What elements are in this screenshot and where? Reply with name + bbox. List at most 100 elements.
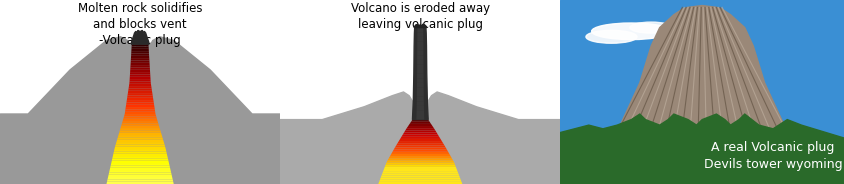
- Polygon shape: [126, 107, 154, 109]
- Polygon shape: [417, 87, 424, 92]
- Polygon shape: [402, 135, 439, 137]
- Ellipse shape: [586, 30, 637, 43]
- Polygon shape: [130, 75, 150, 77]
- Polygon shape: [399, 139, 441, 141]
- Polygon shape: [381, 175, 460, 178]
- Polygon shape: [131, 61, 149, 63]
- Polygon shape: [417, 55, 424, 60]
- Polygon shape: [116, 142, 165, 144]
- Polygon shape: [131, 51, 149, 54]
- Polygon shape: [400, 137, 441, 139]
- Polygon shape: [113, 154, 167, 156]
- Polygon shape: [119, 130, 161, 133]
- Polygon shape: [384, 167, 457, 169]
- Polygon shape: [383, 169, 457, 171]
- Polygon shape: [110, 168, 170, 170]
- Polygon shape: [108, 175, 172, 177]
- Polygon shape: [132, 49, 149, 51]
- Polygon shape: [416, 115, 425, 120]
- Polygon shape: [378, 182, 463, 184]
- Polygon shape: [405, 128, 436, 130]
- Polygon shape: [386, 162, 455, 165]
- Polygon shape: [122, 121, 159, 123]
- Polygon shape: [121, 126, 160, 128]
- Polygon shape: [418, 28, 423, 32]
- Polygon shape: [111, 165, 170, 168]
- Polygon shape: [417, 32, 424, 37]
- Polygon shape: [130, 70, 150, 72]
- Polygon shape: [130, 65, 150, 68]
- Polygon shape: [395, 145, 446, 148]
- Polygon shape: [132, 47, 149, 49]
- Polygon shape: [107, 177, 173, 179]
- Polygon shape: [387, 160, 454, 162]
- Polygon shape: [130, 77, 150, 79]
- Polygon shape: [122, 119, 158, 121]
- Text: Molten rock solidifies
and blocks vent
-Volcanic plug: Molten rock solidifies and blocks vent -…: [78, 2, 203, 47]
- Polygon shape: [131, 30, 149, 44]
- Ellipse shape: [630, 22, 673, 33]
- Polygon shape: [380, 178, 461, 180]
- Polygon shape: [417, 97, 424, 101]
- Polygon shape: [124, 114, 156, 116]
- Polygon shape: [112, 156, 168, 158]
- Polygon shape: [417, 106, 424, 110]
- Polygon shape: [129, 82, 151, 84]
- Polygon shape: [387, 158, 453, 160]
- Polygon shape: [392, 152, 449, 154]
- Polygon shape: [381, 173, 459, 175]
- Polygon shape: [111, 158, 169, 161]
- Polygon shape: [132, 44, 149, 47]
- Polygon shape: [407, 126, 434, 128]
- Polygon shape: [417, 69, 424, 74]
- Text: Volcano is eroded away
leaving volcanic plug: Volcano is eroded away leaving volcanic …: [351, 2, 490, 31]
- Polygon shape: [115, 144, 165, 147]
- Polygon shape: [408, 124, 432, 126]
- Polygon shape: [127, 93, 153, 95]
- Polygon shape: [122, 123, 159, 126]
- Polygon shape: [417, 46, 424, 51]
- Polygon shape: [130, 72, 150, 75]
- Polygon shape: [417, 74, 424, 78]
- Polygon shape: [129, 79, 151, 82]
- Polygon shape: [111, 161, 169, 163]
- Polygon shape: [128, 86, 152, 89]
- Polygon shape: [131, 63, 149, 65]
- Polygon shape: [109, 172, 171, 175]
- Polygon shape: [417, 78, 424, 83]
- Polygon shape: [414, 24, 426, 28]
- Polygon shape: [129, 84, 151, 86]
- Polygon shape: [417, 92, 424, 97]
- Polygon shape: [128, 89, 152, 91]
- Polygon shape: [379, 180, 462, 182]
- Polygon shape: [109, 170, 171, 172]
- Polygon shape: [416, 110, 425, 115]
- Polygon shape: [106, 182, 174, 184]
- Polygon shape: [417, 51, 424, 55]
- Polygon shape: [125, 112, 155, 114]
- Polygon shape: [126, 102, 154, 105]
- Polygon shape: [417, 37, 424, 41]
- Polygon shape: [392, 150, 448, 152]
- Polygon shape: [417, 101, 424, 106]
- Polygon shape: [404, 130, 436, 132]
- Polygon shape: [115, 147, 165, 149]
- Polygon shape: [131, 58, 149, 61]
- Polygon shape: [125, 109, 155, 112]
- Polygon shape: [280, 92, 560, 184]
- Bar: [0, 114, 280, 184]
- Bar: [280, 120, 560, 184]
- Ellipse shape: [592, 23, 671, 40]
- Polygon shape: [393, 148, 447, 150]
- Polygon shape: [417, 41, 424, 46]
- Polygon shape: [417, 83, 424, 87]
- Polygon shape: [118, 133, 162, 135]
- Polygon shape: [396, 143, 445, 145]
- Polygon shape: [128, 91, 152, 93]
- Polygon shape: [413, 28, 428, 120]
- Polygon shape: [118, 135, 162, 137]
- Polygon shape: [130, 68, 150, 70]
- Polygon shape: [417, 64, 424, 69]
- Polygon shape: [107, 179, 173, 182]
- Polygon shape: [417, 60, 424, 64]
